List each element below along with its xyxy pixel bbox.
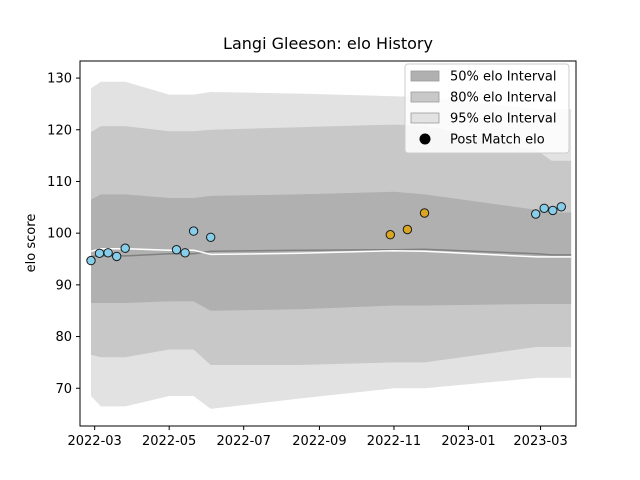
post-match-elo-point <box>120 243 130 253</box>
y-tick-label: 120 <box>47 123 72 138</box>
post-match-elo-point <box>556 202 566 212</box>
legend-marker <box>419 133 431 145</box>
x-tick-label: 2022-03 <box>67 434 121 449</box>
legend-label: 80% elo Interval <box>450 91 557 106</box>
x-tick-label: 2023-03 <box>513 434 567 449</box>
y-axis-label: elo score <box>24 214 39 273</box>
y-tick-label: 100 <box>47 227 72 242</box>
post-match-elo-point <box>171 245 182 255</box>
legend-label: 50% elo Interval <box>450 70 557 85</box>
x-tick-label: 2022-05 <box>142 434 196 449</box>
y-axis: 70 80 90 100 110 120 130 <box>47 72 80 397</box>
post-match-elo-point <box>188 226 199 236</box>
y-tick-label: 110 <box>47 175 72 190</box>
post-match-elo-point <box>103 248 113 258</box>
post-match-elo-point <box>385 230 395 240</box>
x-tick-label: 2023-01 <box>441 434 495 449</box>
plot-frame <box>79 60 577 427</box>
band-50-interval <box>91 191 572 311</box>
post-match-elo-point <box>548 205 558 216</box>
post-match-elo-point <box>402 224 413 235</box>
x-tick-label: 2022-11 <box>367 434 421 449</box>
post-match-elo-point <box>206 232 216 243</box>
y-tick-label: 130 <box>47 72 72 87</box>
post-match-elo-point <box>180 248 190 258</box>
post-match-elo-point <box>86 255 96 266</box>
post-match-elo-point <box>419 208 430 218</box>
legend-label: Post Match elo <box>450 133 545 148</box>
x-tick-label: 2022-09 <box>292 434 346 449</box>
x-tick-label: 2022-07 <box>217 434 271 449</box>
post-match-elo-point <box>539 203 549 214</box>
legend-label: 95% elo Interval <box>450 112 557 127</box>
x-axis: 2022-03 2022-05 2022-07 2022-09 2022-11 2023-… <box>67 426 568 449</box>
legend-box <box>404 63 570 154</box>
plot-area <box>79 60 577 427</box>
chart-title: Langi Gleeson: elo History <box>223 34 433 53</box>
y-tick-label: 80 <box>55 330 72 345</box>
post-match-elo-point <box>94 248 105 259</box>
legend: 50% elo Interval 80% elo Interval 95% elo … <box>404 63 570 154</box>
y-tick-label: 70 <box>55 382 72 397</box>
legend-swatch <box>410 91 440 103</box>
post-match-elo-point <box>112 251 122 262</box>
y-tick-label: 90 <box>55 278 72 293</box>
legend-swatch <box>410 70 440 82</box>
post-match-elo-point <box>531 209 541 219</box>
legend-swatch <box>410 112 440 124</box>
